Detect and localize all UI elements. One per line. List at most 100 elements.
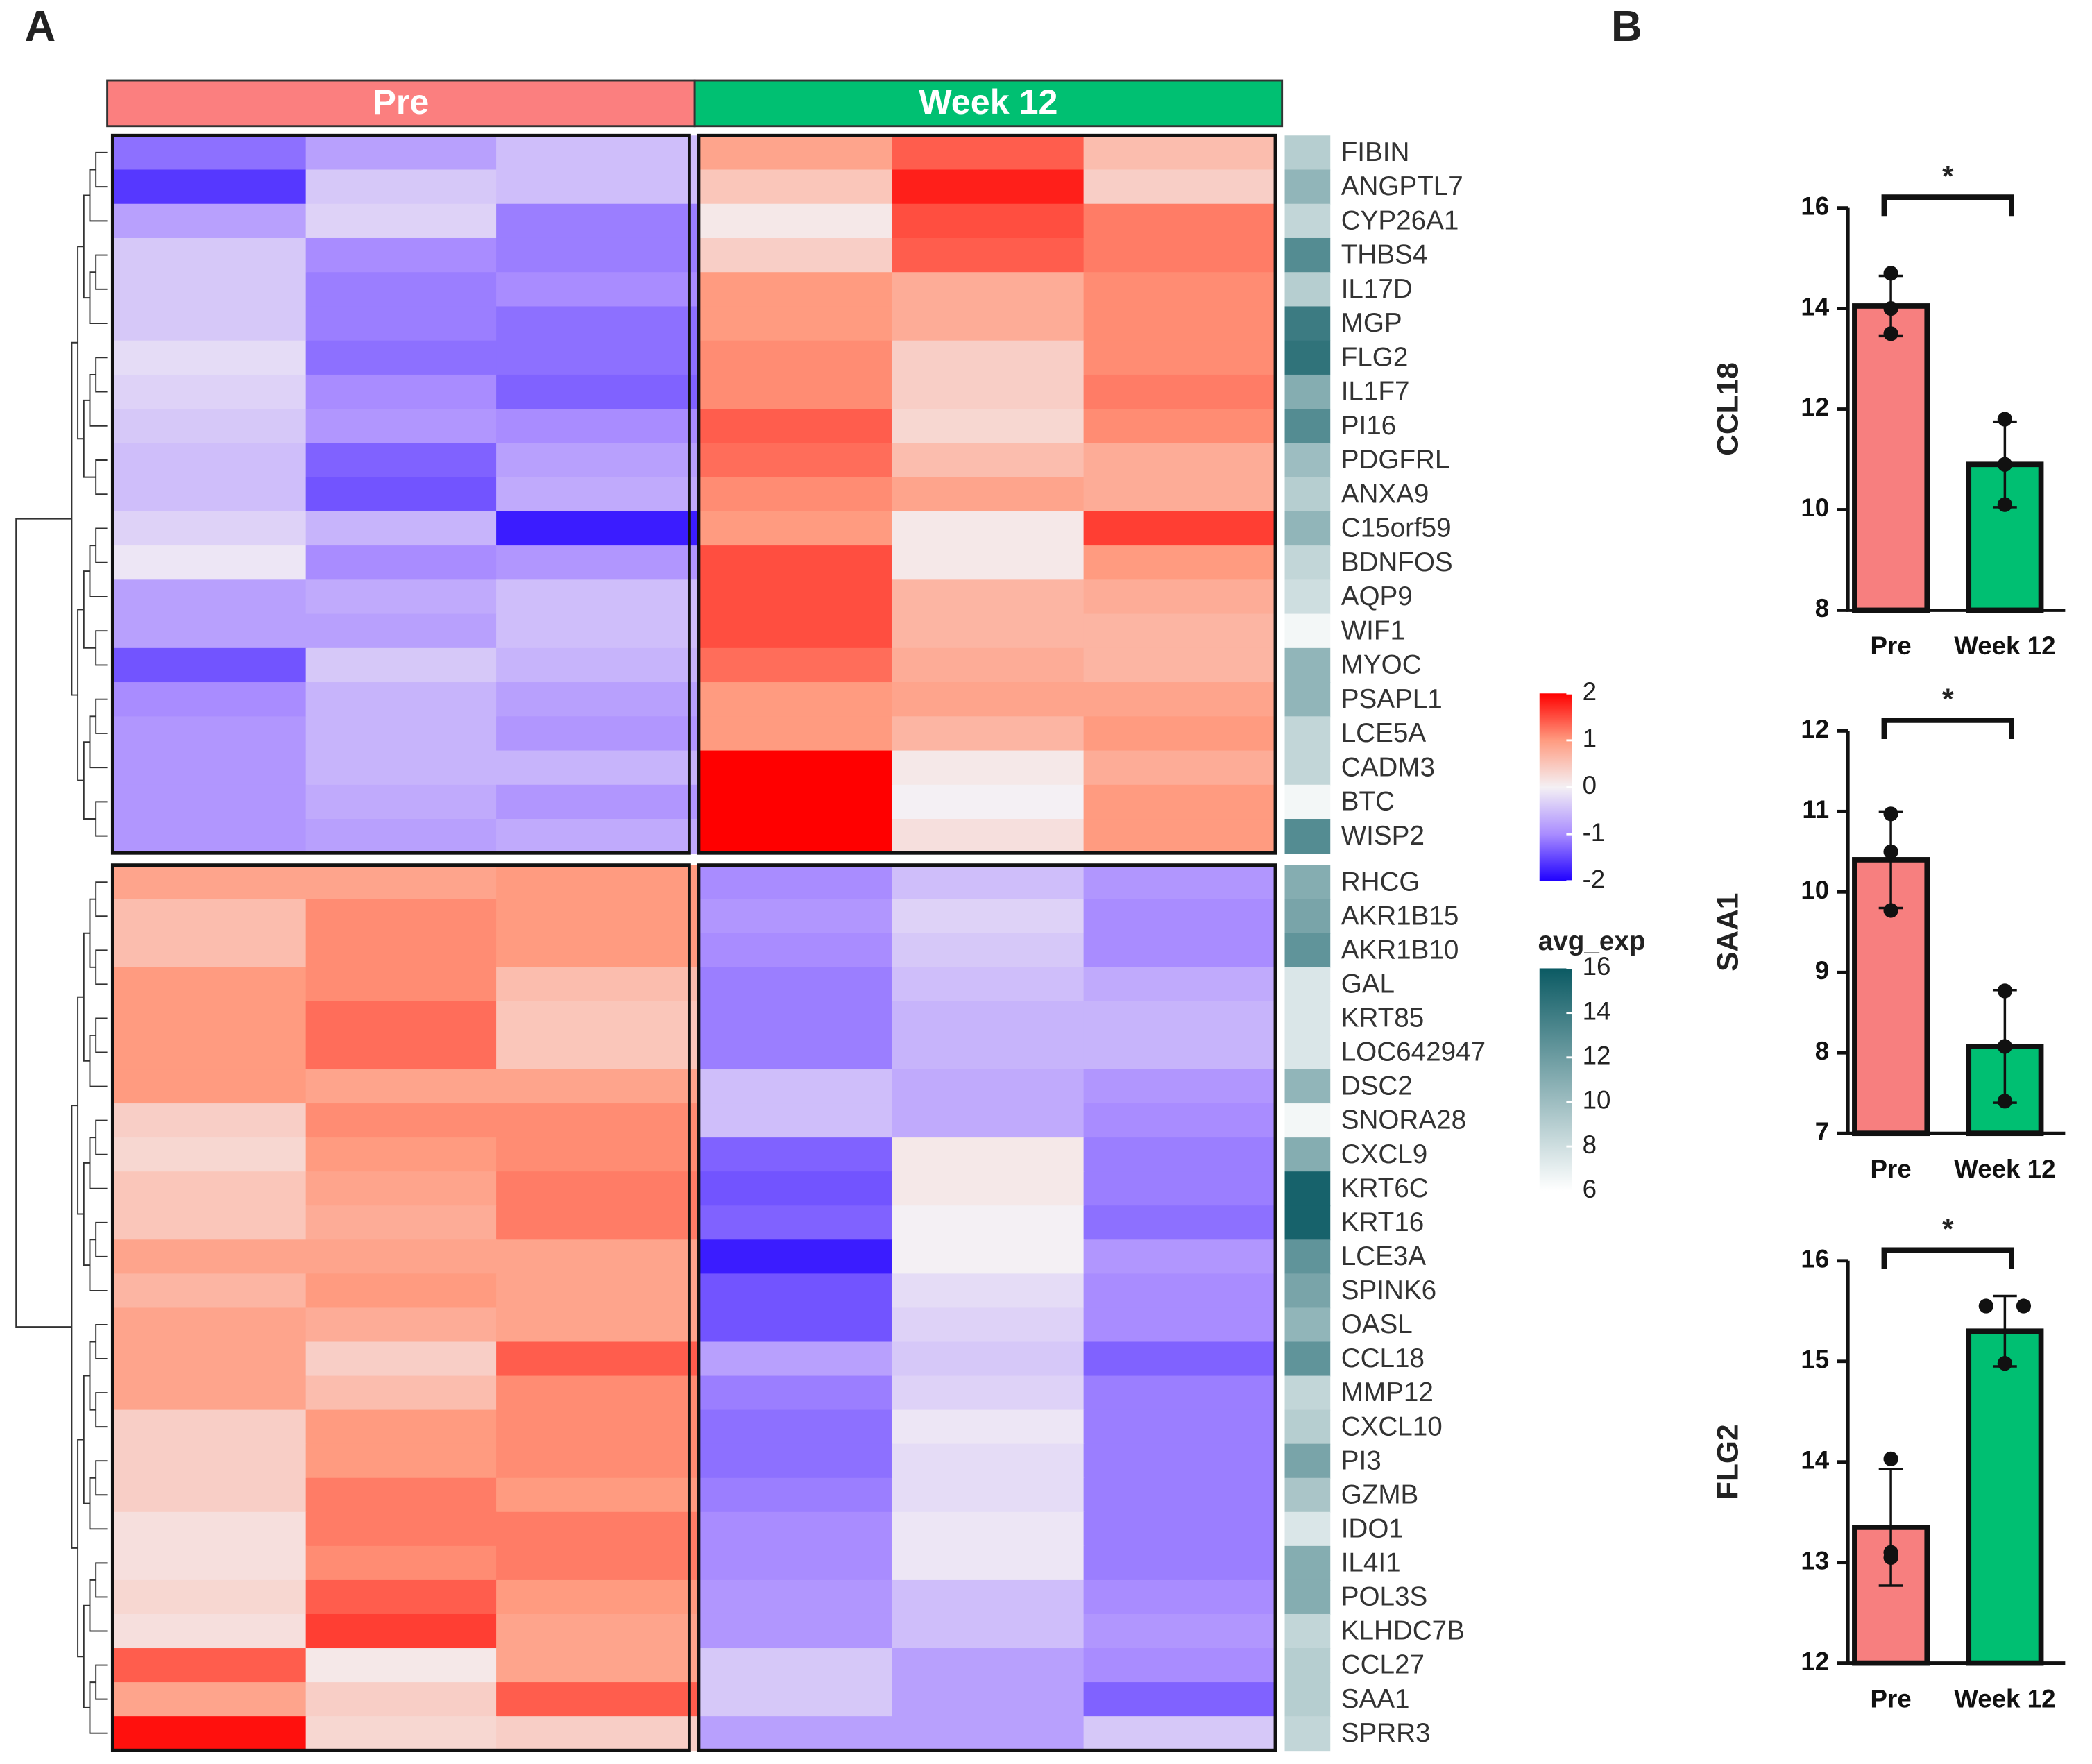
data-point	[1883, 1550, 1898, 1566]
heatmap-cell	[698, 750, 893, 786]
y-tick-label: 7	[1815, 1117, 1829, 1146]
heatmap-cell	[496, 340, 699, 375]
group-label: Week 12	[919, 83, 1057, 121]
y-tick-label: 16	[1801, 1244, 1829, 1273]
axis	[1846, 731, 2066, 1135]
heatmap-cell	[1083, 237, 1276, 273]
gene-label: GZMB	[1341, 1479, 1419, 1509]
avg-exp-cell	[1284, 613, 1331, 649]
heatmap-cell	[305, 1648, 498, 1684]
dendrogram	[77, 246, 84, 440]
avg-exp-cell	[1284, 1477, 1331, 1513]
heatmap-cell	[305, 1409, 498, 1445]
heatmap-cell	[305, 1137, 498, 1173]
group-header	[693, 79, 1284, 128]
heatmap-cell	[112, 1239, 307, 1275]
x-tick-label: Pre	[1870, 1155, 1911, 1183]
heatmap-cell	[112, 135, 307, 171]
gene-label: CADM3	[1341, 752, 1435, 782]
avg-exp-cell	[1284, 203, 1331, 239]
gene-label: CCL27	[1341, 1650, 1425, 1680]
heatmap-cell	[112, 409, 307, 444]
heatmap-cell	[112, 613, 307, 649]
dendrogram	[89, 545, 108, 597]
heatmap-cell	[496, 1137, 699, 1173]
gene-label: PSAPL1	[1341, 684, 1443, 714]
heatmap-cell	[496, 1682, 699, 1718]
dendrogram	[89, 1034, 108, 1087]
y-axis-label: CCL18	[1712, 362, 1744, 456]
heatmap-cell	[892, 819, 1085, 854]
dendrogram	[89, 1681, 108, 1734]
heatmap-cell	[1083, 203, 1276, 239]
heatmap-cell	[305, 1001, 498, 1036]
avg-exp-cell	[1284, 1716, 1331, 1752]
heatmap-cell	[305, 477, 498, 512]
gene-label: ANXA9	[1341, 479, 1429, 509]
heatmap-cell	[892, 1103, 1085, 1139]
y-tick-label: 16	[1801, 192, 1829, 220]
data-point	[1997, 412, 2013, 427]
heatmap-cell	[892, 1205, 1085, 1241]
gene-label: CYP26A1	[1341, 205, 1459, 235]
heatmap-cell	[496, 511, 699, 547]
heatmap-cell	[698, 933, 893, 968]
gene-label: DSC2	[1341, 1071, 1413, 1101]
y-tick-label: 14	[1801, 1445, 1829, 1474]
heatmap-cell	[1083, 933, 1276, 968]
heatmap-cell	[698, 784, 893, 820]
bar	[1966, 1328, 2044, 1666]
heatmap-cell	[305, 1375, 498, 1411]
heatmap-cell	[496, 865, 699, 900]
gene-label: WIF1	[1341, 616, 1405, 645]
heatmap-cell	[305, 409, 498, 444]
heatmap-cell	[1083, 750, 1276, 786]
heatmap-cell	[698, 443, 893, 478]
x-tick-label: Week 12	[1954, 631, 2055, 660]
gene-label: FLG2	[1341, 342, 1409, 372]
heatmap-cell	[892, 1579, 1085, 1615]
y-tick-label: 12	[1801, 715, 1829, 743]
heatmap-cell	[496, 1613, 699, 1649]
gene-label: CCL18	[1341, 1343, 1425, 1373]
heatmap-cell	[496, 967, 699, 1002]
heatmap-cell	[698, 613, 893, 649]
heatmap-cell	[1083, 784, 1276, 820]
data-point	[1997, 1039, 2013, 1054]
data-point	[1997, 983, 2013, 999]
heatmap-cell	[305, 340, 498, 375]
heatmap-cell	[496, 545, 699, 581]
y-tick-label: 15	[1801, 1345, 1829, 1373]
heatmap-cell	[305, 1477, 498, 1513]
heatmap-cell	[1083, 967, 1276, 1002]
heatmap-cell	[1083, 579, 1276, 615]
avg-exp-cell	[1284, 135, 1331, 171]
x-tick-label: Pre	[1870, 1684, 1911, 1713]
dendrogram	[83, 932, 90, 1062]
gene-label: OASL	[1341, 1309, 1413, 1339]
avg-exp-cell	[1284, 443, 1331, 478]
heatmap-cell	[112, 682, 307, 718]
dendrogram	[77, 1439, 84, 1658]
avg-exp-cell	[1284, 865, 1331, 900]
heatmap-cell	[112, 1273, 307, 1309]
heatmap-cell	[112, 750, 307, 786]
heatmap-cell	[496, 682, 699, 718]
heatmap-cell	[496, 135, 699, 171]
heatmap-cell	[698, 1613, 893, 1649]
heatmap-cell	[496, 1477, 699, 1513]
heatmap-cell	[698, 511, 893, 547]
gene-label: THBS4	[1341, 240, 1428, 270]
dendrogram	[89, 1477, 108, 1530]
heatmap-cell	[496, 1103, 699, 1139]
dendrogram	[77, 996, 84, 1215]
y-tick-label: 10	[1801, 493, 1829, 522]
heatmap-cell	[305, 613, 498, 649]
heatmap-cell	[112, 1341, 307, 1377]
data-point	[2016, 1298, 2032, 1314]
significance-bracket	[1881, 194, 2014, 217]
y-tick-label: 8	[1815, 594, 1829, 622]
data-point	[1883, 300, 1898, 316]
gene-label: PI3	[1341, 1445, 1381, 1475]
gene-label: KRT16	[1341, 1207, 1425, 1237]
